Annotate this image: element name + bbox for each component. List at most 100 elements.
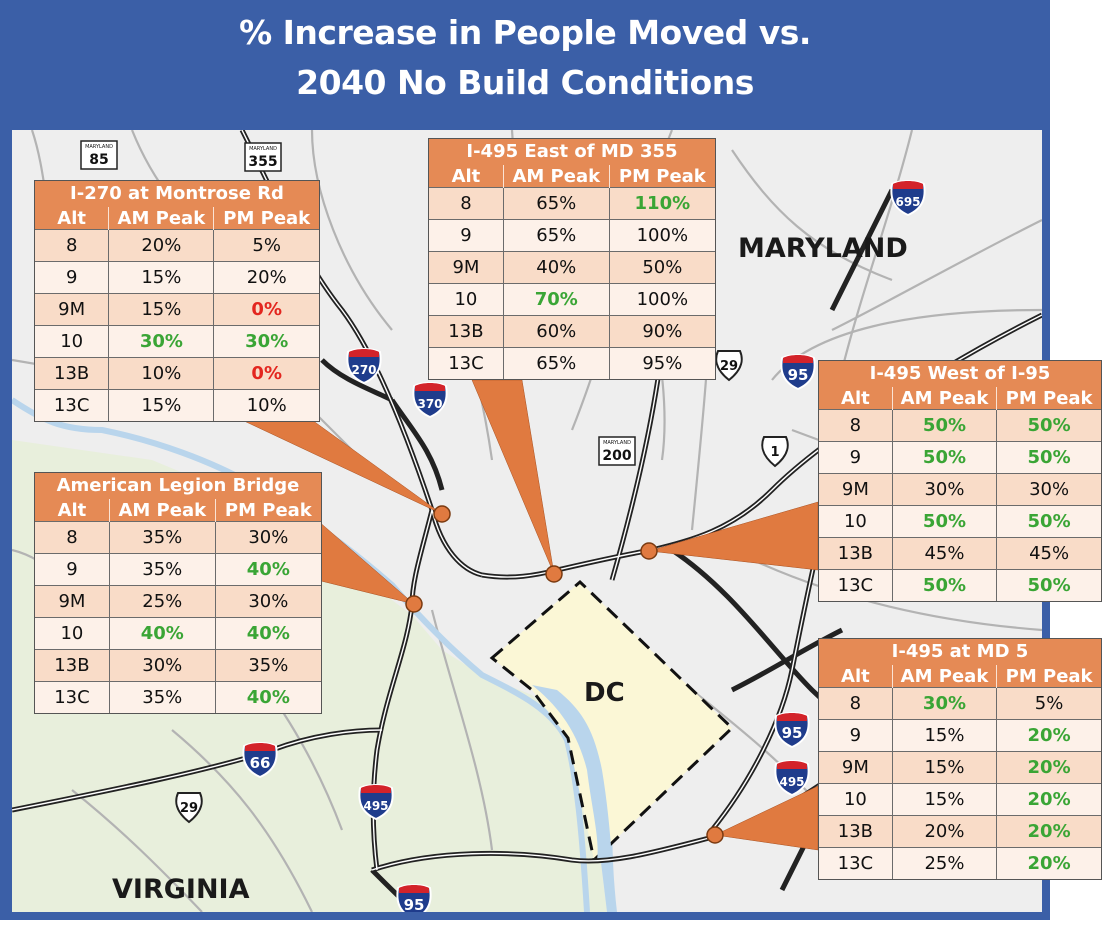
pm-peak-cell: 5% — [996, 687, 1101, 720]
pm-peak-value: 5% — [1034, 693, 1064, 714]
pm-peak-cell: 90% — [608, 315, 715, 348]
alt-cell: 8 — [35, 229, 109, 262]
column-header-pm: PM Peak — [996, 665, 1101, 688]
table-row: 9M 15% 0% — [35, 293, 319, 326]
column-header-am: AM Peak — [108, 499, 216, 522]
pm-peak-value: 30% — [248, 527, 289, 548]
pm-peak-cell: 30% — [214, 585, 321, 618]
alt-cell: 13B — [429, 315, 504, 348]
am-peak-value: 30% — [139, 331, 183, 352]
pm-peak-cell: 10% — [213, 389, 319, 421]
am-peak-value: 30% — [924, 479, 965, 500]
pm-peak-cell: 45% — [996, 537, 1101, 570]
pm-peak-value: 45% — [1029, 543, 1070, 564]
panel-title: American Legion Bridge — [35, 473, 321, 499]
shield-number: 95 — [404, 896, 425, 912]
shield-number: 495 — [363, 799, 388, 813]
pm-peak-cell: 30% — [214, 521, 321, 554]
am-peak-value: 50% — [922, 447, 967, 468]
label-virginia: VIRGINIA — [112, 874, 250, 905]
am-peak-value: 20% — [141, 235, 182, 256]
table-row: 13B 20% 20% — [819, 815, 1101, 848]
table-row: 9 50% 50% — [819, 441, 1101, 474]
pm-peak-cell: 30% — [996, 473, 1101, 506]
am-peak-value: 40% — [536, 257, 577, 278]
table-row: 13B 60% 90% — [429, 315, 715, 348]
pm-peak-cell: 20% — [996, 751, 1101, 784]
pm-peak-value: 20% — [1027, 821, 1071, 842]
am-peak-cell: 50% — [891, 569, 997, 601]
table-row: 13C 35% 40% — [35, 681, 321, 713]
point-i495w95 — [640, 542, 658, 560]
pm-peak-cell: 40% — [214, 553, 321, 586]
panel-title: I-270 at Montrose Rd — [35, 181, 319, 207]
am-peak-cell: 35% — [108, 521, 216, 554]
pm-peak-cell: 100% — [608, 283, 715, 316]
am-peak-cell: 40% — [108, 617, 216, 650]
am-peak-cell: 25% — [891, 847, 997, 879]
table-row: 9 15% 20% — [35, 261, 319, 294]
alt-cell: 9M — [819, 473, 893, 506]
am-peak-value: 30% — [142, 655, 183, 676]
pm-peak-cell: 20% — [996, 783, 1101, 816]
table-row: 13B 45% 45% — [819, 537, 1101, 570]
table-row: 13C 15% 10% — [35, 389, 319, 421]
shield-number: 85 — [89, 152, 108, 168]
am-peak-cell: 30% — [891, 473, 997, 506]
title-line-2: 2040 No Build Conditions — [296, 63, 754, 102]
am-peak-value: 50% — [922, 575, 967, 596]
am-peak-cell: 10% — [108, 357, 214, 390]
alt-cell: 13B — [819, 537, 893, 570]
pm-peak-cell: 50% — [996, 441, 1101, 474]
label-maryland: MARYLAND — [738, 233, 908, 264]
pm-peak-value: 90% — [642, 321, 683, 342]
pm-peak-value: 100% — [636, 289, 689, 310]
pm-peak-cell: 0% — [213, 357, 319, 390]
pm-peak-cell: 5% — [213, 229, 319, 262]
table-row: 10 70% 100% — [429, 283, 715, 316]
alt-cell: 8 — [819, 687, 893, 720]
am-peak-value: 25% — [924, 853, 965, 874]
callout-wedges — [241, 379, 819, 851]
column-header-alt: Alt — [819, 387, 893, 410]
am-peak-cell: 15% — [891, 719, 997, 752]
pm-peak-value: 0% — [251, 363, 282, 384]
am-peak-value: 15% — [141, 299, 182, 320]
table-row: 8 30% 5% — [819, 687, 1101, 720]
table-row: 13B 30% 35% — [35, 649, 321, 682]
table-row: 10 50% 50% — [819, 505, 1101, 538]
alt-cell: 13C — [429, 347, 504, 379]
alt-cell: 9 — [429, 219, 504, 252]
pm-peak-value: 110% — [634, 193, 691, 214]
pm-peak-value: 30% — [248, 591, 289, 612]
panel-i495-md5: I-495 at MD 5 Alt AM Peak PM Peak 8 30% 5% 9 15%… — [818, 638, 1102, 880]
label-dc: DC — [584, 678, 625, 708]
alt-cell: 8 — [429, 187, 504, 220]
title-line-1: % Increase in People Moved vs. — [239, 13, 811, 52]
pm-peak-value: 20% — [1027, 853, 1071, 874]
pm-peak-value: 40% — [246, 687, 290, 708]
pm-peak-cell: 40% — [214, 617, 321, 650]
shield-number: 495 — [779, 775, 804, 789]
panel-table: Alt AM Peak PM Peak 8 65% 110% 9 65% 100% 9M 40% 50… — [429, 165, 715, 379]
pm-peak-cell: 20% — [996, 719, 1101, 752]
panel-table: Alt AM Peak PM Peak 8 30% 5% 9 15% 20% 9M 15% 20% 10… — [819, 665, 1101, 879]
am-peak-cell: 30% — [108, 649, 216, 682]
alt-cell: 13C — [35, 681, 110, 713]
am-peak-cell: 15% — [108, 389, 214, 421]
alt-cell: 10 — [819, 783, 893, 816]
table-row: 9 65% 100% — [429, 219, 715, 252]
table-row: 13C 50% 50% — [819, 569, 1101, 601]
am-peak-value: 20% — [924, 821, 965, 842]
am-peak-value: 45% — [924, 543, 965, 564]
alt-cell: 9M — [35, 293, 109, 326]
pm-peak-cell: 0% — [213, 293, 319, 326]
pm-peak-value: 40% — [246, 559, 290, 580]
table-row: 9M 15% 20% — [819, 751, 1101, 784]
pm-peak-value: 30% — [1029, 479, 1070, 500]
pm-peak-cell: 20% — [996, 815, 1101, 848]
am-peak-value: 50% — [922, 415, 967, 436]
pm-peak-value: 50% — [642, 257, 683, 278]
pm-peak-value: 50% — [1027, 575, 1071, 596]
pm-peak-value: 40% — [246, 623, 290, 644]
